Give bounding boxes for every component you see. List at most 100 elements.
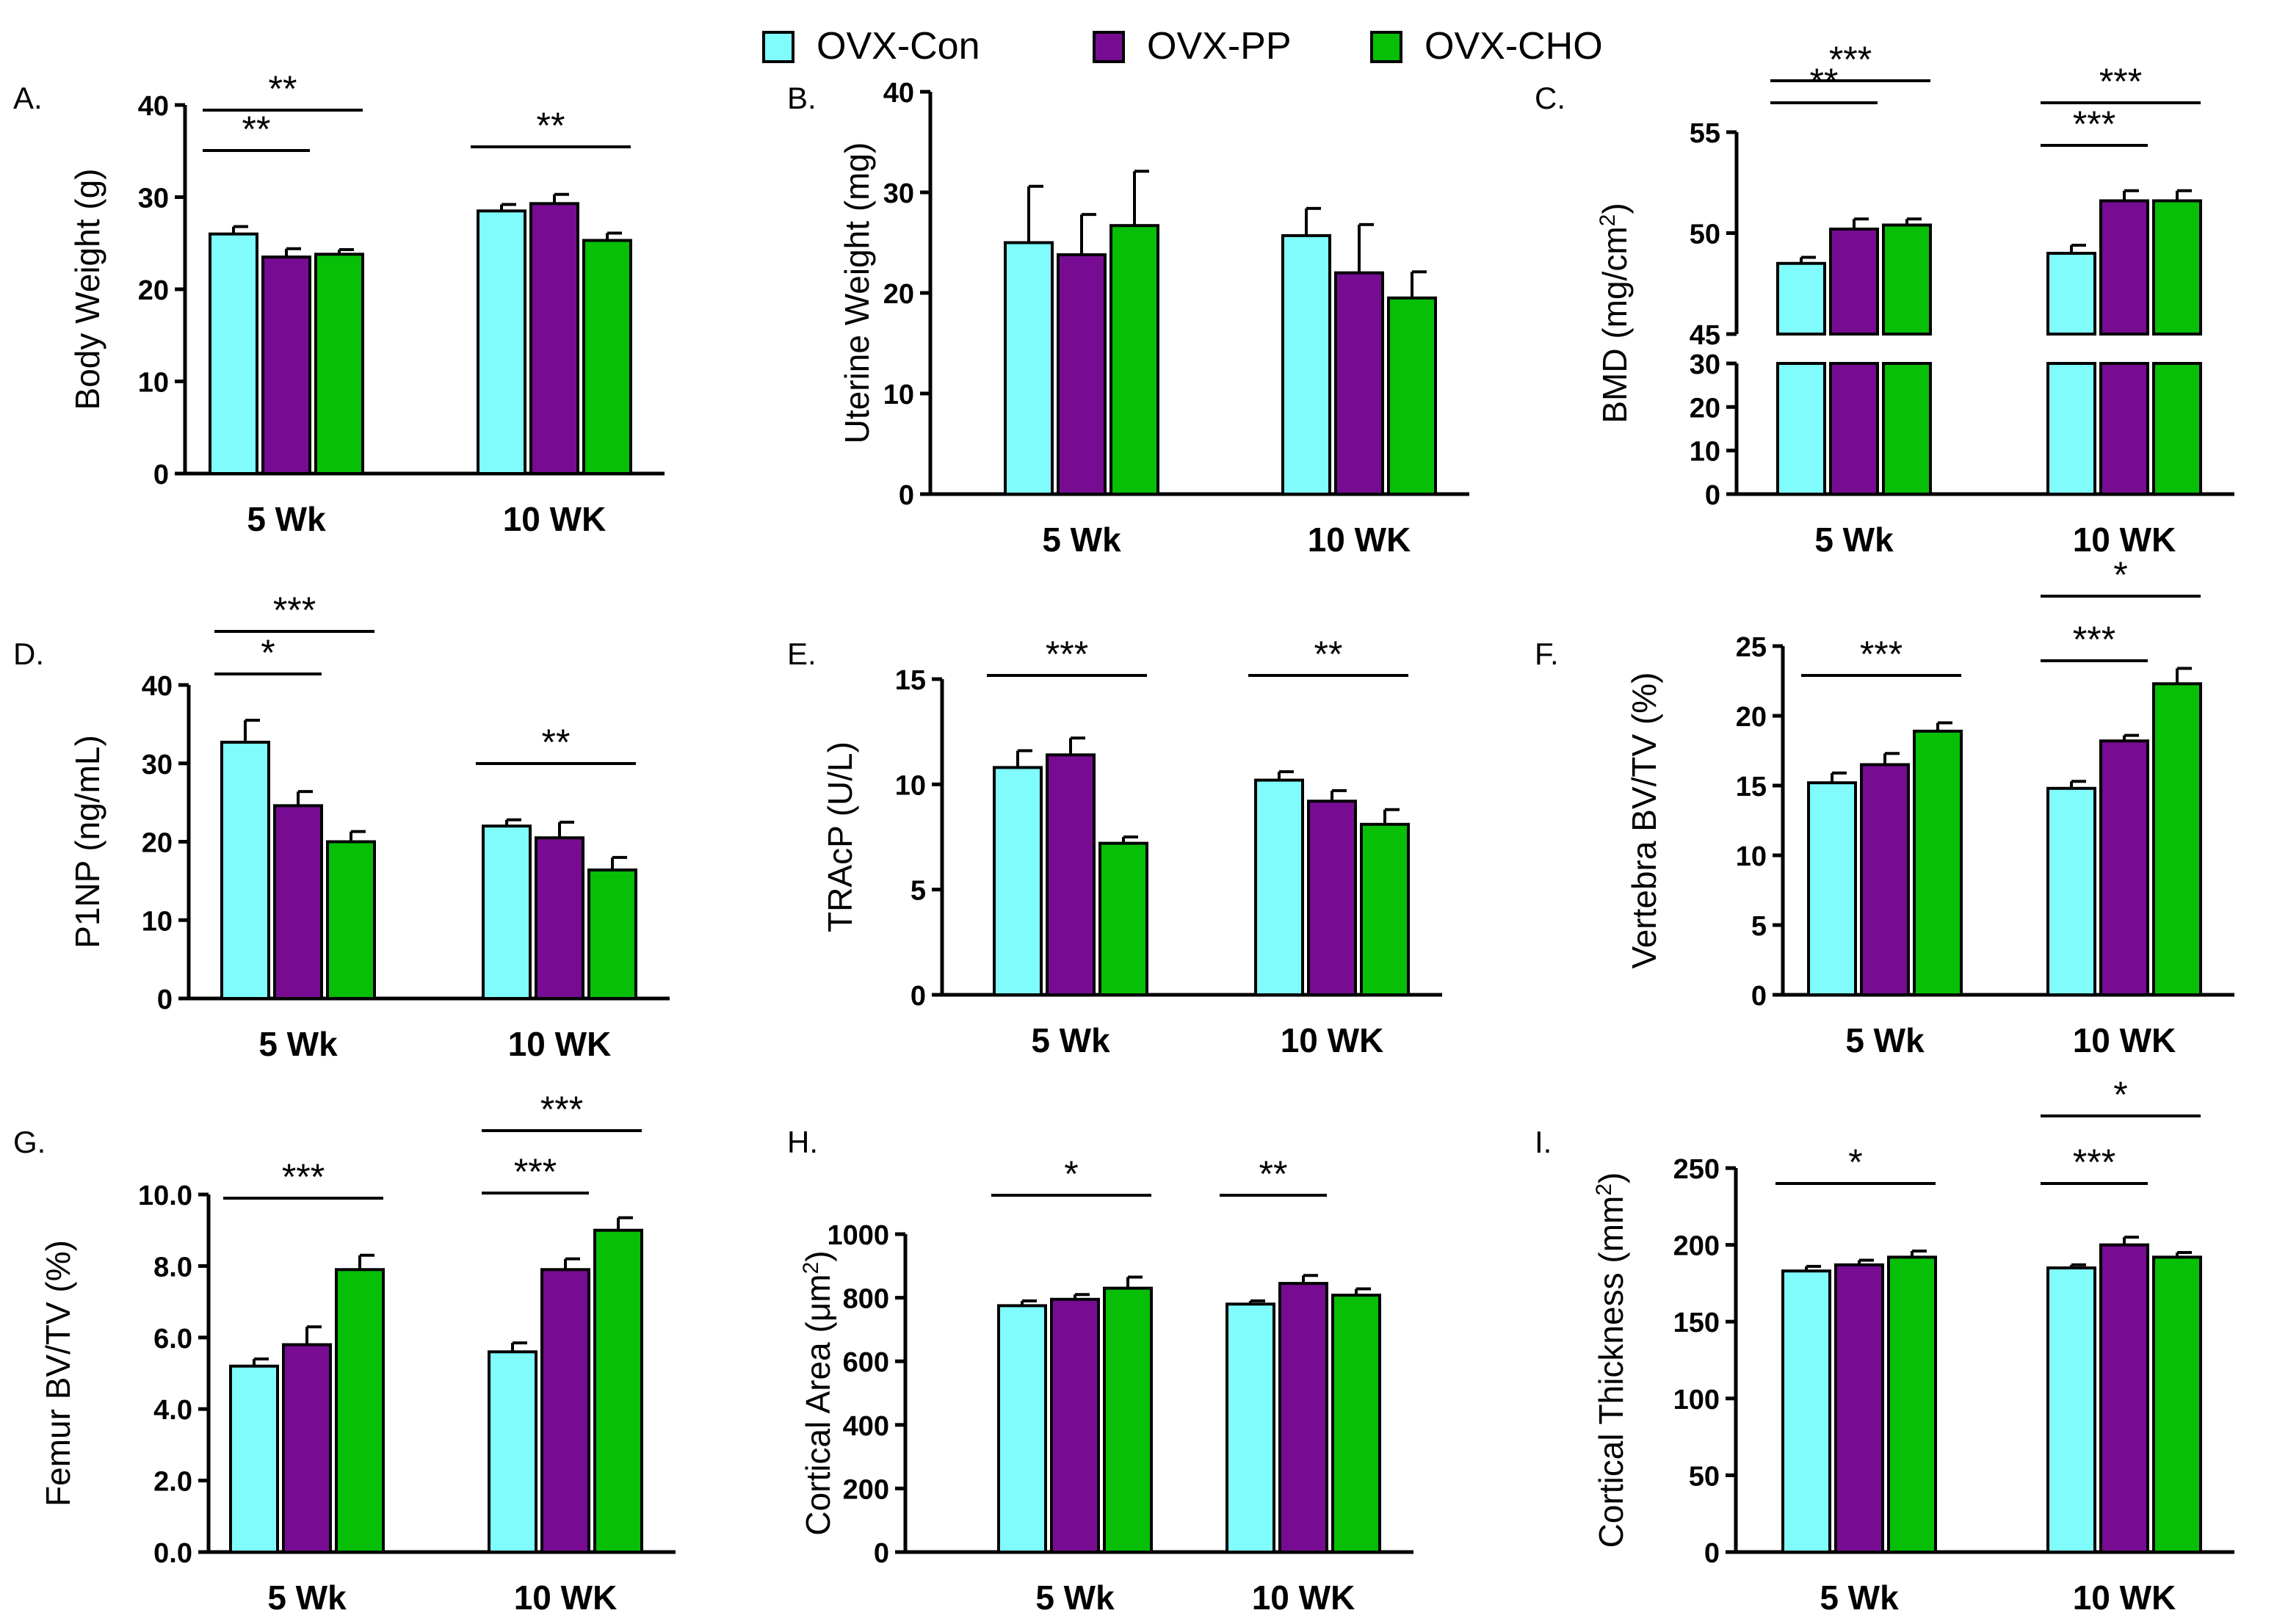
y-tick-label: 40 — [883, 78, 914, 109]
y-tick-label: 8.0 — [153, 1252, 192, 1283]
y-axis-label-superscript: 2 — [799, 1262, 823, 1275]
panel-label: C. — [1535, 81, 1565, 115]
y-axis-label-text: Cortical Area ( — [799, 1322, 837, 1536]
y-axis-label-superscript: 2 — [1596, 214, 1620, 227]
x-tick-label: 10 WK — [508, 1025, 612, 1063]
y-axis-label: TRAcP (U/L) — [821, 742, 859, 932]
y-tick-label: 40 — [138, 91, 169, 122]
x-tick-label: 10 WK — [1252, 1578, 1355, 1617]
y-axis-label-text: Cortical Thickness (mm — [1592, 1196, 1630, 1548]
y-tick-label: 20 — [1690, 393, 1720, 424]
y-tick-label: 10 — [1736, 841, 1767, 872]
y-axis-label-superscript: 2 — [1592, 1183, 1616, 1196]
y-tick-label: 600 — [843, 1347, 889, 1378]
bar — [1226, 1302, 1275, 1554]
panel-label: E. — [787, 637, 817, 671]
bar — [1781, 1269, 1831, 1554]
bar — [587, 868, 637, 1001]
bar — [1882, 223, 1932, 336]
y-tick-label: 30 — [1690, 349, 1720, 380]
legend-label-ovx-pp: OVX-PP — [1147, 25, 1292, 68]
bar — [1050, 1297, 1100, 1554]
y-axis-label-text: TRAcP (U/L) — [821, 742, 859, 932]
y-tick-label: 15 — [895, 665, 926, 696]
y-tick-label: 250 — [1673, 1154, 1720, 1185]
bar — [540, 1268, 590, 1554]
panel-g: G. Femur BV/TV (%) 0.0 2.0 4.0 6.0 8.0 10.0 5 Wk… — [13, 1089, 676, 1617]
y-tick-label: 20 — [883, 279, 914, 310]
bar — [488, 1350, 537, 1554]
y-tick-label: 6.0 — [153, 1324, 192, 1355]
bar — [477, 209, 526, 475]
y-tick-label: 40 — [142, 671, 173, 702]
bar — [1103, 1286, 1153, 1554]
x-tick-label: 5 Wk — [1042, 521, 1121, 559]
significance-stars: * — [1848, 1142, 1862, 1183]
y-tick-label: 20 — [1736, 702, 1767, 733]
panel-label: B. — [787, 81, 817, 115]
bar — [1387, 296, 1437, 496]
bar — [1278, 1282, 1328, 1554]
legend-item-ovx-cho: OVX-CHO — [1370, 25, 1603, 68]
bar — [1829, 228, 1879, 336]
significance-stars: * — [261, 632, 275, 673]
y-tick-label: 0 — [157, 985, 173, 1015]
significance-stars: *** — [1829, 39, 1872, 80]
x-tick-label: 5 Wk — [1031, 1021, 1110, 1059]
y-axis-label-text: Femur BV/TV (%) — [39, 1240, 77, 1507]
y-axis-label: Uterine Weight (mg) — [838, 142, 876, 444]
y-axis-label: BMD (mg/cm2) — [1596, 203, 1635, 423]
panel-i: I.Cortical Thickness (mm2)05010015020025… — [1535, 1074, 2234, 1617]
bar — [1057, 253, 1107, 496]
y-tick-label: 0 — [1705, 480, 1720, 511]
y-axis-label-unit: μm — [799, 1274, 837, 1322]
y-tick-label: 30 — [142, 750, 173, 780]
y-tick-label: 0 — [874, 1538, 889, 1569]
y-axis-label: Cortical Thickness (mm2) — [1592, 1172, 1631, 1548]
y-tick-label: 400 — [843, 1411, 889, 1442]
bar — [593, 1228, 643, 1554]
legend-label-ovx-cho: OVX-CHO — [1425, 25, 1603, 68]
y-tick-label: 150 — [1673, 1308, 1720, 1338]
y-axis-label-text: BMD (mg/cm — [1596, 226, 1634, 423]
legend: OVX-Con OVX-PP OVX-CHO — [762, 25, 1603, 68]
x-tick-label: 5 Wk — [247, 500, 326, 538]
bar — [1776, 261, 1826, 336]
y-tick-label: 200 — [843, 1474, 889, 1505]
legend-label-ovx-con: OVX-Con — [817, 25, 980, 68]
y-tick-label: 30 — [138, 184, 169, 214]
significance-stars: *** — [273, 590, 316, 631]
bar — [2099, 739, 2149, 996]
bar — [2046, 786, 2096, 997]
bar — [993, 766, 1043, 997]
panel-h: H. Cortical Area (μm2) 0 200 400 600 800 1000 5 … — [787, 1125, 1413, 1617]
significance-stars: * — [2113, 554, 2127, 595]
y-tick-label: 20 — [138, 275, 169, 306]
y-axis-label-text: Uterine Weight (mg) — [838, 142, 876, 444]
y-tick-label: 0.0 — [153, 1538, 192, 1569]
panel-label: A. — [13, 81, 43, 115]
y-tick-label: 55 — [1690, 118, 1720, 149]
bar — [261, 255, 311, 475]
y-axis-label-tail: ) — [1596, 203, 1634, 214]
y-axis-label-tail: ) — [799, 1250, 837, 1261]
bar — [1307, 800, 1357, 997]
legend-swatch-ovx-pp — [1093, 31, 1125, 63]
bar — [1834, 1263, 1884, 1554]
y-axis-label: Body Weight (g) — [68, 169, 106, 410]
bar — [273, 804, 323, 1001]
y-tick-label: 10 — [142, 906, 173, 937]
bar-lower-segment — [1882, 362, 1932, 496]
significance-stars: *** — [282, 1156, 325, 1197]
significance-stars: * — [2113, 1074, 2127, 1115]
significance-stars: *** — [1046, 634, 1088, 675]
y-axis-label-text: P1NP (ng/mL) — [68, 735, 106, 949]
bar — [1254, 778, 1304, 996]
y-tick-label: 5 — [911, 876, 926, 907]
y-tick-label: 0 — [153, 460, 169, 490]
bar-lower-segment — [2046, 362, 2096, 496]
bar — [2099, 199, 2149, 336]
